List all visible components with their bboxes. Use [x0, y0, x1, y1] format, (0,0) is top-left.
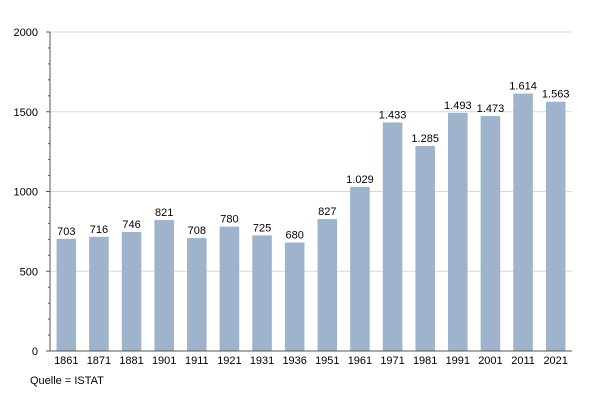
y-tick-label: 1500: [14, 107, 38, 119]
bar-1911: [187, 238, 207, 351]
source-note: Quelle = ISTAT: [30, 375, 104, 387]
data-label: 725: [253, 222, 271, 234]
data-label: 827: [318, 206, 336, 218]
data-label: 746: [122, 219, 140, 231]
bar-2021: [545, 101, 566, 351]
bar-1951: [317, 219, 338, 351]
x-tick-label: 1991: [446, 355, 470, 367]
bar-1881: [121, 232, 142, 351]
x-tick-label: 1936: [282, 355, 306, 367]
data-label: 1.493: [444, 100, 472, 112]
bar-1991: [448, 112, 468, 351]
labels: 0 500 1000 1500 2000 703 1861 716 1871 746 1881 821…: [14, 27, 570, 367]
x-tick-label: 1911: [185, 355, 209, 367]
data-label: 680: [286, 230, 304, 242]
bar-1921: [219, 226, 240, 351]
data-label: 1.029: [346, 174, 374, 186]
x-tick-label: 1881: [119, 355, 143, 367]
data-label: 1.614: [509, 81, 537, 93]
bar-1961: [350, 186, 370, 351]
x-tick-label: 2001: [478, 355, 502, 367]
bar-1861: [56, 238, 77, 351]
data-label: 1.285: [411, 133, 439, 145]
bar-1971: [382, 122, 403, 352]
data-label: 1.473: [477, 103, 505, 115]
y-tick-label: 2000: [14, 27, 38, 39]
axes: [46, 31, 572, 352]
data-label: 780: [220, 214, 238, 226]
data-label: 716: [90, 224, 108, 236]
data-label: 708: [188, 225, 206, 237]
x-tick-label: 1861: [54, 355, 78, 367]
y-tick-label: 1000: [14, 187, 38, 199]
bar-2011: [513, 93, 533, 351]
bar-1901: [154, 220, 174, 351]
bar-1981: [415, 146, 435, 351]
bar-1871: [89, 236, 109, 351]
bar-2001: [480, 116, 501, 351]
data-label: 1.433: [379, 109, 407, 121]
x-tick-label: 1901: [152, 355, 176, 367]
x-tick-label: 1871: [87, 355, 111, 367]
bar-1936: [284, 242, 305, 351]
data-label: 821: [155, 207, 173, 219]
x-tick-label: 1921: [217, 355, 241, 367]
data-label: 1.563: [542, 89, 570, 101]
bars: [56, 93, 566, 352]
y-tick-label: 500: [20, 266, 38, 278]
x-tick-label: 2021: [543, 355, 567, 367]
x-tick-label: 1961: [348, 355, 372, 367]
data-label: 703: [57, 226, 75, 238]
y-tick-label: 0: [32, 346, 38, 358]
bar-1931: [252, 235, 272, 351]
x-tick-label: 1931: [250, 355, 274, 367]
x-tick-label: 2011: [511, 355, 535, 367]
x-tick-label: 1981: [413, 355, 437, 367]
x-tick-label: 1951: [315, 355, 339, 367]
x-tick-label: 1971: [380, 355, 404, 367]
